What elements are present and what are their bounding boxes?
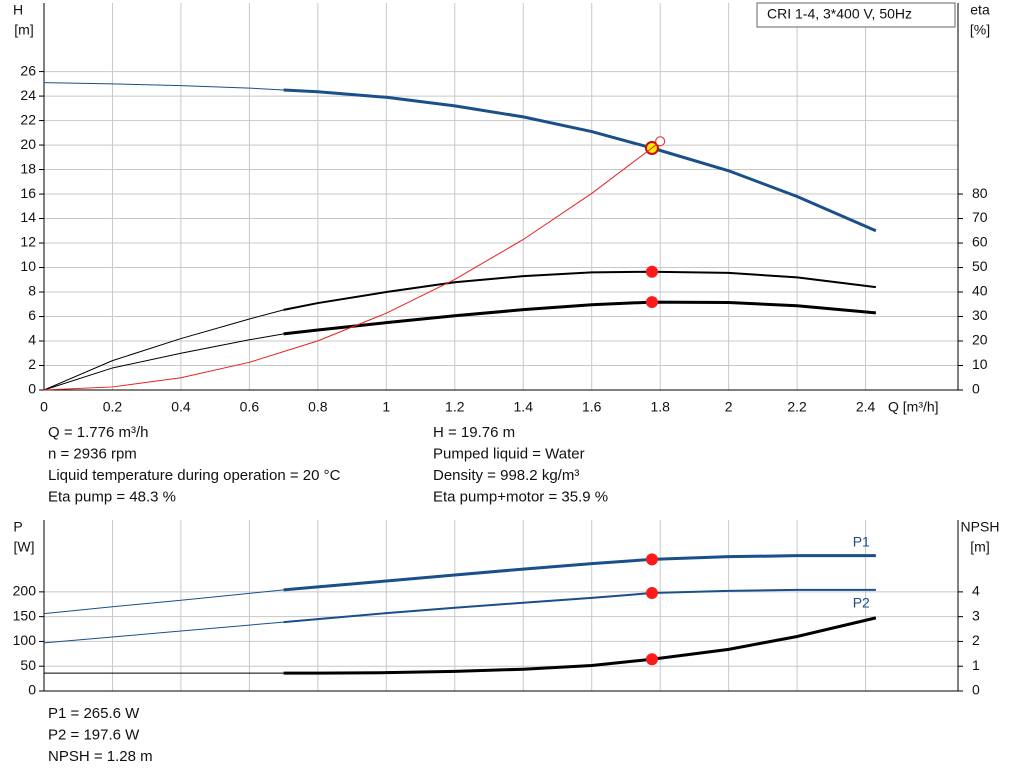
duty-point bbox=[645, 265, 658, 278]
curve bbox=[283, 616, 877, 675]
y2-axis-label: NPSH bbox=[961, 519, 1000, 535]
x-tick-label: 1 bbox=[382, 399, 390, 415]
chart-title: CRI 1-4, 3*400 V, 50Hz bbox=[767, 6, 912, 22]
y-tick-label: 8 bbox=[28, 283, 36, 299]
curve bbox=[283, 88, 877, 233]
title-box bbox=[756, 2, 956, 28]
y2-tick-label: 3 bbox=[972, 607, 980, 623]
readout: H = 19.76 m bbox=[433, 424, 515, 441]
curve bbox=[283, 554, 876, 592]
series-label: P2 bbox=[853, 595, 870, 611]
y-tick-label: 12 bbox=[20, 234, 36, 250]
y-tick-label: 20 bbox=[20, 136, 36, 152]
readout: Eta pump+motor = 35.9 % bbox=[433, 488, 608, 505]
x-tick-label: 0.8 bbox=[308, 399, 328, 415]
curve-thin bbox=[43, 82, 877, 232]
y2-tick-label: 60 bbox=[972, 234, 988, 250]
y2-tick-label: 2 bbox=[972, 632, 980, 648]
curve bbox=[283, 300, 876, 336]
duty-point bbox=[645, 587, 658, 600]
y2-axis-unit: [%] bbox=[970, 22, 990, 38]
readout: Pumped liquid = Water bbox=[433, 445, 585, 462]
y-tick-label: 100 bbox=[13, 632, 37, 648]
y-tick-label: 26 bbox=[20, 62, 36, 78]
curve-thin bbox=[43, 140, 661, 391]
y-tick-label: 10 bbox=[20, 258, 36, 274]
duty-point bbox=[645, 553, 658, 566]
y2-tick-label: 70 bbox=[972, 209, 988, 225]
x-tick-label: 1.8 bbox=[650, 399, 670, 415]
curve bbox=[283, 270, 876, 311]
readout: NPSH = 1.28 m bbox=[48, 748, 153, 765]
y-axis-unit: [W] bbox=[14, 539, 35, 555]
y2-tick-label: 1 bbox=[972, 657, 980, 673]
readout: P2 = 197.6 W bbox=[48, 726, 140, 743]
y-tick-label: 22 bbox=[20, 111, 36, 127]
curve-thin bbox=[43, 271, 876, 391]
y2-tick-label: 0 bbox=[972, 682, 980, 698]
y2-tick-label: 10 bbox=[972, 356, 988, 372]
x-tick-label: 0.4 bbox=[171, 399, 191, 415]
y2-tick-label: 0 bbox=[972, 381, 980, 397]
y-tick-label: 24 bbox=[20, 87, 36, 103]
y-tick-label: 18 bbox=[20, 160, 36, 176]
y-tick-label: 50 bbox=[20, 657, 36, 673]
x-tick-label: 2.2 bbox=[787, 399, 807, 415]
y-axis-unit: [m] bbox=[14, 22, 33, 38]
x-tick-label: 1.4 bbox=[514, 399, 534, 415]
y-axis-label: P bbox=[13, 519, 22, 535]
y2-axis-label: eta bbox=[970, 2, 990, 18]
x-tick-label: 2 bbox=[725, 399, 733, 415]
x-tick-label: 0.6 bbox=[240, 399, 260, 415]
readout: Q = 1.776 m³/h bbox=[48, 424, 148, 441]
x-tick-label: 0 bbox=[40, 399, 48, 415]
series-label: P1 bbox=[853, 533, 870, 549]
curve-thin bbox=[43, 555, 876, 615]
readout: Liquid temperature during operation = 20… bbox=[48, 467, 341, 484]
end-point bbox=[655, 136, 666, 147]
y-tick-label: 16 bbox=[20, 185, 36, 201]
y-tick-label: 14 bbox=[20, 209, 36, 225]
y-tick-label: 6 bbox=[28, 307, 36, 323]
y2-tick-label: 40 bbox=[972, 283, 988, 299]
x-tick-label: 1.2 bbox=[445, 399, 465, 415]
y-tick-label: 2 bbox=[28, 356, 36, 372]
readout: Density = 998.2 kg/m³ bbox=[433, 467, 579, 484]
duty-point bbox=[645, 653, 658, 666]
y2-axis-unit: [m] bbox=[970, 539, 989, 555]
y2-tick-label: 4 bbox=[972, 583, 980, 599]
x-tick-label: 1.6 bbox=[582, 399, 602, 415]
y2-tick-label: 50 bbox=[972, 258, 988, 274]
y2-tick-label: 30 bbox=[972, 307, 988, 323]
y-tick-label: 150 bbox=[13, 607, 37, 623]
curve bbox=[283, 588, 876, 624]
y-tick-label: 200 bbox=[13, 583, 37, 599]
x-axis-label: Q [m³/h] bbox=[888, 399, 939, 415]
readout: n = 2936 rpm bbox=[48, 445, 137, 462]
y-axis-label: H bbox=[13, 2, 23, 18]
y-tick-label: 0 bbox=[28, 381, 36, 397]
x-tick-label: 0.2 bbox=[103, 399, 123, 415]
y-tick-label: 0 bbox=[28, 682, 36, 698]
x-tick-label: 2.4 bbox=[856, 399, 876, 415]
y-tick-label: 4 bbox=[28, 332, 36, 348]
readout: P1 = 265.6 W bbox=[48, 705, 140, 722]
y2-tick-label: 80 bbox=[972, 185, 988, 201]
y2-tick-label: 20 bbox=[972, 332, 988, 348]
duty-point bbox=[645, 296, 658, 309]
readout: Eta pump = 48.3 % bbox=[48, 488, 176, 505]
